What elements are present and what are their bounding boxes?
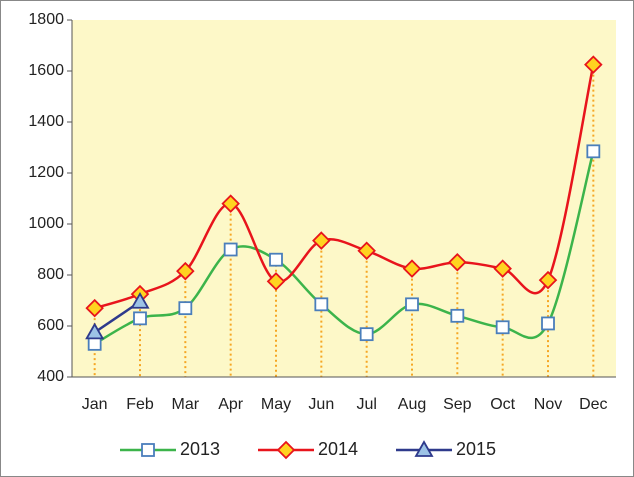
x-tick-label: Mar [172,396,200,413]
y-tick-label: 400 [37,368,64,385]
marker [357,241,376,261]
marker [133,311,147,326]
x-tick-label: Aug [398,396,426,413]
marker [495,320,510,335]
marker [176,261,195,281]
legend-label: 2013 [180,439,220,459]
marker [402,259,422,278]
x-tick-label: Nov [534,396,562,413]
y-tick-label: 600 [37,317,64,334]
y-tick-label: 1600 [28,62,64,79]
x-tick-label: Jan [82,396,108,413]
marker [223,242,238,257]
x-tick-label: Dec [579,396,607,413]
y-tick-label: 1200 [28,164,64,181]
x-tick-label: Jul [356,396,376,413]
marker [85,298,104,318]
marker [87,336,102,351]
marker [414,440,434,457]
plot-area [72,20,616,377]
marker [448,252,467,272]
x-tick-label: Sep [443,396,472,413]
y-tick-label: 1000 [28,215,64,232]
marker [221,194,240,213]
marker [586,144,601,159]
marker [405,297,419,312]
marker [493,259,512,278]
marker [314,297,329,312]
marker [276,440,296,460]
x-tick-label: Jun [308,396,334,413]
marker [541,316,555,331]
y-tick-label: 1800 [28,11,64,28]
marker [130,291,150,309]
marker [584,55,603,74]
marker [359,327,374,342]
x-tick-label: Oct [490,396,515,413]
marker [178,301,193,316]
marker [266,272,286,291]
x-tick-label: Feb [126,396,154,413]
marker [269,252,283,267]
legend-label: 2015 [456,439,496,459]
legend-label: 2014 [318,439,358,459]
x-tick-label: Apr [218,396,244,413]
marker [141,443,155,457]
marker [85,322,105,340]
marker [538,270,558,290]
x-tick-label: May [261,396,291,413]
y-tick-label: 800 [37,266,64,283]
y-tick-label: 1400 [28,113,64,130]
marker [312,231,331,250]
marker [450,308,465,323]
